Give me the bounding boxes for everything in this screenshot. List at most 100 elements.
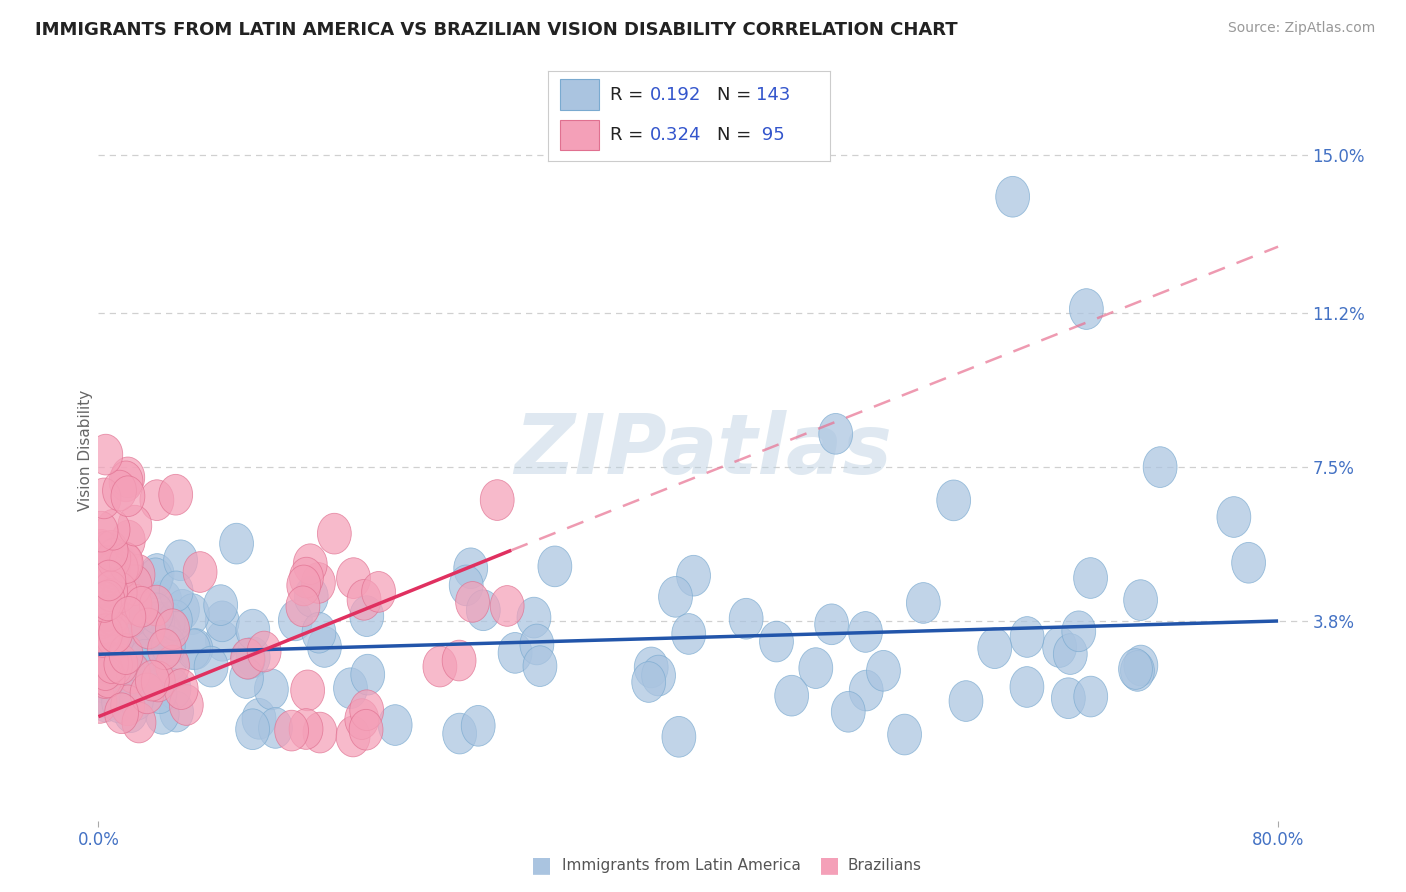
Ellipse shape (105, 574, 139, 614)
Ellipse shape (120, 680, 153, 720)
Ellipse shape (105, 652, 139, 693)
Ellipse shape (84, 511, 118, 552)
Ellipse shape (89, 434, 122, 475)
Text: R =: R = (610, 126, 650, 144)
Ellipse shape (849, 670, 883, 711)
Ellipse shape (361, 572, 395, 612)
Ellipse shape (131, 673, 165, 714)
Ellipse shape (112, 656, 146, 697)
Ellipse shape (94, 571, 128, 612)
Ellipse shape (115, 588, 149, 629)
Ellipse shape (814, 604, 849, 645)
Ellipse shape (349, 709, 382, 750)
Ellipse shape (107, 594, 141, 635)
Ellipse shape (111, 590, 145, 631)
Ellipse shape (87, 662, 121, 703)
Ellipse shape (236, 609, 270, 650)
Ellipse shape (977, 628, 1012, 668)
Ellipse shape (105, 629, 139, 670)
Ellipse shape (467, 590, 501, 631)
Ellipse shape (148, 629, 181, 670)
Ellipse shape (136, 633, 170, 674)
Ellipse shape (96, 595, 129, 635)
Ellipse shape (333, 668, 367, 708)
Ellipse shape (134, 643, 167, 683)
Ellipse shape (131, 608, 166, 648)
Ellipse shape (86, 616, 120, 657)
Ellipse shape (86, 598, 120, 639)
Ellipse shape (86, 625, 120, 666)
Ellipse shape (96, 509, 129, 550)
Text: ZIPatlas: ZIPatlas (515, 410, 891, 491)
Ellipse shape (110, 634, 143, 674)
Ellipse shape (98, 645, 132, 685)
Ellipse shape (104, 693, 138, 733)
Ellipse shape (145, 693, 179, 734)
Bar (560, 79, 599, 110)
Text: ■: ■ (531, 855, 551, 875)
Ellipse shape (110, 542, 143, 583)
Ellipse shape (142, 661, 176, 702)
Ellipse shape (242, 698, 276, 739)
Y-axis label: Vision Disability: Vision Disability (77, 390, 93, 511)
Ellipse shape (117, 636, 150, 677)
Ellipse shape (336, 716, 370, 756)
Ellipse shape (454, 548, 488, 589)
Ellipse shape (91, 546, 125, 586)
Ellipse shape (350, 690, 384, 731)
Ellipse shape (98, 613, 132, 653)
Text: IMMIGRANTS FROM LATIN AMERICA VS BRAZILIAN VISION DISABILITY CORRELATION CHART: IMMIGRANTS FROM LATIN AMERICA VS BRAZILI… (35, 21, 957, 39)
Ellipse shape (94, 531, 128, 571)
Ellipse shape (91, 567, 125, 607)
Ellipse shape (97, 630, 132, 671)
Ellipse shape (148, 580, 181, 621)
Ellipse shape (117, 625, 152, 666)
Ellipse shape (304, 712, 337, 753)
Ellipse shape (120, 614, 153, 655)
Ellipse shape (176, 594, 209, 634)
Ellipse shape (1123, 645, 1157, 686)
Ellipse shape (103, 546, 136, 587)
Ellipse shape (120, 632, 153, 673)
Ellipse shape (1062, 611, 1095, 652)
Ellipse shape (83, 565, 117, 606)
Ellipse shape (936, 480, 970, 521)
Ellipse shape (302, 612, 336, 653)
Ellipse shape (157, 669, 191, 709)
Ellipse shape (120, 597, 153, 638)
Ellipse shape (523, 646, 557, 687)
Ellipse shape (135, 660, 169, 701)
Ellipse shape (141, 480, 174, 521)
Ellipse shape (887, 714, 921, 755)
Ellipse shape (89, 532, 122, 572)
Ellipse shape (139, 585, 173, 626)
Ellipse shape (1074, 558, 1108, 599)
Ellipse shape (101, 597, 135, 638)
Text: 95: 95 (756, 126, 785, 144)
Ellipse shape (378, 705, 412, 746)
Ellipse shape (907, 582, 941, 624)
Ellipse shape (101, 609, 135, 650)
Ellipse shape (177, 629, 211, 670)
Ellipse shape (658, 576, 692, 617)
Ellipse shape (441, 640, 477, 681)
Ellipse shape (301, 563, 335, 603)
Ellipse shape (231, 639, 264, 679)
Ellipse shape (461, 706, 495, 747)
Ellipse shape (236, 709, 270, 749)
Ellipse shape (219, 524, 253, 564)
Ellipse shape (179, 629, 212, 669)
Ellipse shape (194, 646, 228, 687)
Ellipse shape (104, 549, 138, 589)
Ellipse shape (775, 675, 808, 716)
Ellipse shape (538, 546, 572, 587)
Ellipse shape (87, 595, 121, 636)
Ellipse shape (89, 677, 122, 718)
Ellipse shape (1218, 497, 1251, 537)
Ellipse shape (101, 682, 135, 723)
Ellipse shape (89, 591, 122, 632)
Ellipse shape (866, 650, 900, 691)
Ellipse shape (662, 716, 696, 757)
Ellipse shape (236, 637, 270, 678)
Ellipse shape (1010, 666, 1043, 707)
